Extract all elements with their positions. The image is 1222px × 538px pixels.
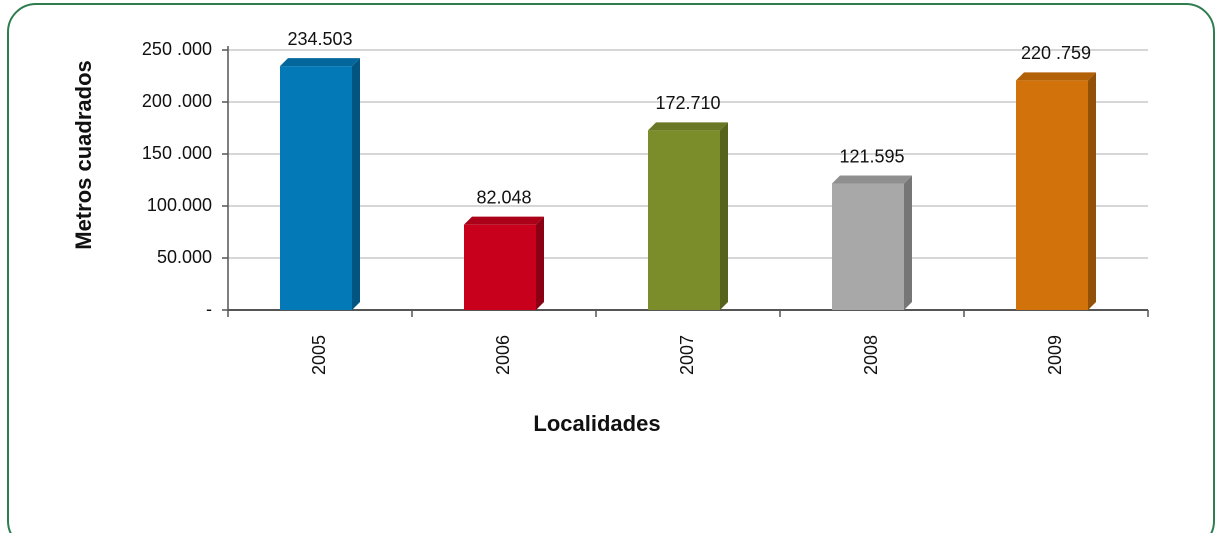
- y-tick-label: 250 .000: [142, 39, 212, 59]
- x-tick-label: 2008: [861, 335, 881, 375]
- bar-side: [352, 58, 360, 310]
- bar-top: [832, 175, 912, 184]
- value-label: 172.710: [655, 93, 720, 113]
- value-label: 234.503: [287, 29, 352, 49]
- bar-top: [1016, 72, 1096, 81]
- bar: [648, 130, 720, 310]
- y-axis-title: Metros cuadrados: [71, 60, 96, 250]
- bar: [832, 183, 904, 310]
- x-tick-label: 2005: [309, 335, 329, 375]
- y-tick-label: 50.000: [157, 247, 212, 267]
- bar-top: [648, 122, 728, 131]
- x-axis-title: Localidades: [533, 411, 660, 436]
- bar-top: [280, 58, 360, 67]
- y-tick-label: 150 .000: [142, 143, 212, 163]
- bar: [1016, 80, 1088, 310]
- x-tick-label: 2007: [677, 335, 697, 375]
- bar-top: [464, 216, 544, 225]
- x-tick-label: 2006: [493, 335, 513, 375]
- x-tick-label: 2009: [1045, 335, 1065, 375]
- bar: [280, 66, 352, 310]
- value-label: 121.595: [839, 146, 904, 166]
- bar-side: [1088, 72, 1096, 310]
- bar-side: [720, 122, 728, 311]
- y-tick-label: 100.000: [147, 195, 212, 215]
- bar-side: [904, 175, 912, 310]
- bar-side: [536, 216, 544, 310]
- value-label: 220 .759: [1021, 43, 1091, 63]
- value-label: 82.048: [476, 187, 531, 207]
- y-tick-label: -: [206, 299, 212, 319]
- y-tick-label: 200 .000: [142, 91, 212, 111]
- bar: [464, 224, 536, 310]
